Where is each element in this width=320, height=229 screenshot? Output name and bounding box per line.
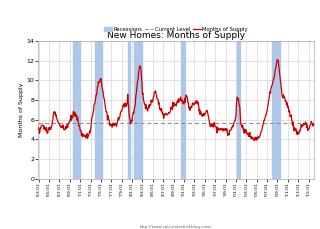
Title: New Homes: Months of Supply: New Homes: Months of Supply	[107, 31, 245, 41]
Legend: Recessions, Current Level, Months of Supply: Recessions, Current Level, Months of Sup…	[103, 26, 249, 33]
Bar	[128, 41, 130, 179]
Y-axis label: Months of Supply: Months of Supply	[19, 83, 24, 137]
Bar	[272, 41, 280, 179]
Bar	[237, 41, 241, 179]
Bar	[74, 41, 80, 179]
Bar	[134, 41, 142, 179]
Bar	[181, 41, 185, 179]
Bar	[95, 41, 102, 179]
Text: http://www.calculatedriskblog.com/: http://www.calculatedriskblog.com/	[140, 225, 212, 229]
